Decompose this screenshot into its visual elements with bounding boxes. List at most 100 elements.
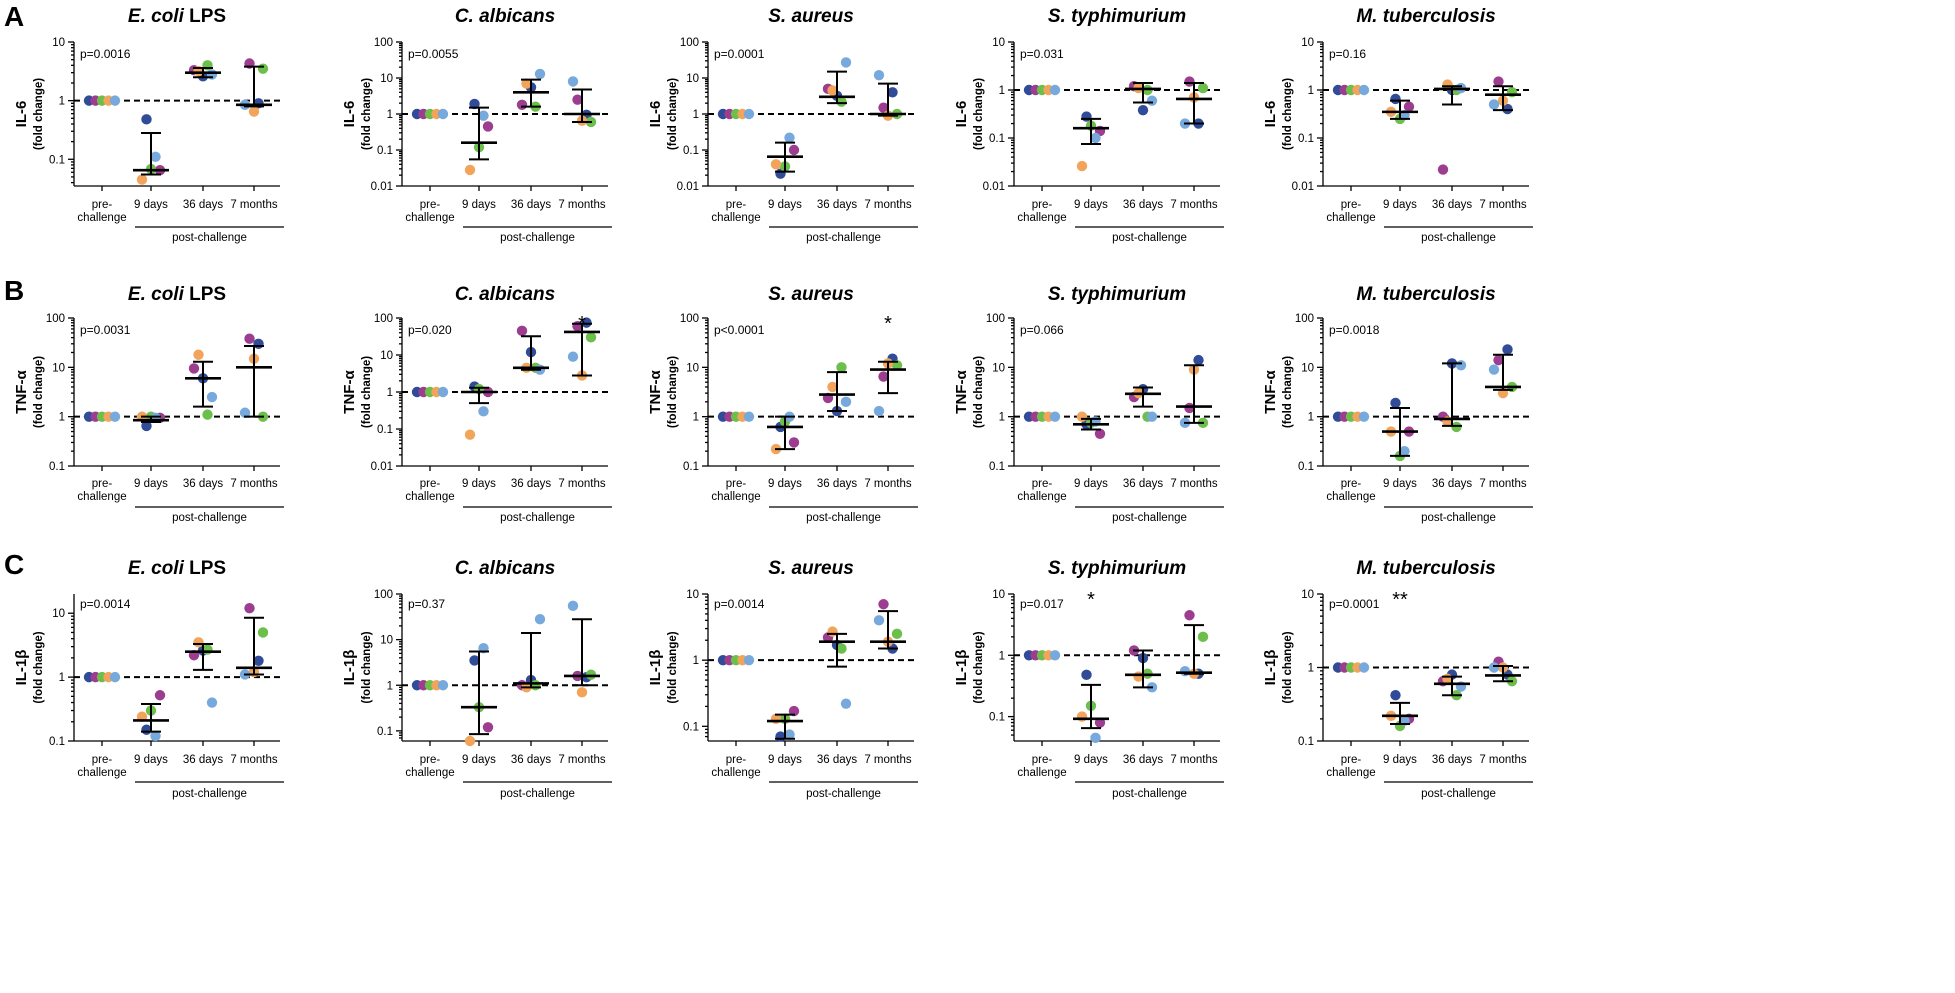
data-point-green — [257, 627, 269, 638]
data-point-purple — [788, 437, 800, 448]
data-point-lightblue — [567, 600, 579, 612]
data-point-lightblue — [206, 697, 218, 708]
data-point-lightblue — [784, 729, 795, 740]
data-point-purple — [516, 99, 528, 111]
data-point-green — [1197, 631, 1209, 643]
y-tick-label: 0.1 — [683, 721, 699, 733]
x-tick-label: 36 days — [511, 478, 552, 490]
x-tick-label: 9 days — [462, 199, 496, 211]
data-point-orange — [464, 429, 476, 440]
y-axis-unit: (fold change) — [667, 631, 679, 703]
panel-letter-c: C — [4, 549, 24, 580]
y-tick-label: 1 — [999, 650, 1005, 662]
x-tick-label: challenge — [1017, 212, 1066, 224]
post-challenge-label: post-challenge — [172, 232, 247, 244]
y-tick-label: 1 — [1308, 412, 1314, 424]
data-point-purple — [516, 325, 528, 337]
y-tick-label: 0.1 — [377, 424, 393, 436]
data-point-purple — [878, 599, 889, 610]
data-point-purple — [1094, 428, 1106, 439]
y-tick-label: 100 — [374, 37, 393, 49]
x-tick-label: pre- — [1032, 478, 1053, 490]
data-point-blue — [581, 317, 592, 328]
chart-title-organism: M. tuberculosis — [1356, 284, 1495, 305]
y-tick-label: 0.01 — [983, 181, 1005, 193]
y-tick-label: 1 — [693, 109, 699, 121]
post-challenge-label: post-challenge — [806, 232, 881, 244]
p-value: p=0.031 — [1020, 47, 1064, 61]
data-point-lightblue — [840, 396, 852, 408]
x-tick-label: pre- — [420, 478, 441, 490]
data-point-purple — [788, 144, 800, 156]
x-tick-label: 36 days — [511, 754, 552, 766]
y-axis-label: TNF-α — [1262, 370, 1279, 414]
x-tick-label: 9 days — [1383, 199, 1417, 211]
chart-title: E. coli LPS — [128, 284, 226, 305]
p-value: p=0.0014 — [80, 597, 131, 611]
y-axis-unit: (fold change) — [33, 78, 45, 150]
x-tick-label: challenge — [77, 212, 126, 224]
post-challenge-label: post-challenge — [1112, 788, 1187, 800]
y-axis-label: IL-6 — [13, 101, 30, 128]
data-point-lightblue — [840, 57, 852, 68]
y-tick-label: 100 — [1295, 313, 1314, 325]
x-tick-label: pre- — [92, 199, 113, 211]
p-value: p=0.0018 — [1329, 323, 1380, 337]
data-point-blue — [469, 98, 480, 110]
x-tick-label: 7 months — [864, 754, 912, 766]
y-tick-label: 10 — [52, 37, 65, 49]
x-tick-label: 7 months — [558, 754, 606, 766]
p-value: p<0.0001 — [714, 323, 765, 337]
x-tick-label: challenge — [1326, 767, 1375, 779]
chart-1-0: E. coli LPS TNF-α (fold change) 0.1 1 10 100 pr… — [13, 284, 284, 524]
y-tick-label: 1 — [59, 672, 65, 684]
data-point-green — [836, 643, 847, 654]
x-tick-label: 7 months — [1479, 754, 1527, 766]
y-tick-label: 100 — [46, 313, 65, 325]
data-point-lightblue — [478, 110, 489, 121]
x-tick-label: 9 days — [1383, 754, 1417, 766]
chart-title-organism: E. coli — [128, 558, 185, 579]
data-point-blue — [253, 655, 264, 667]
chart-title-suffix: LPS — [184, 284, 226, 305]
y-axis-unit: (fold change) — [33, 356, 45, 428]
chart-title-organism: S. typhimurium — [1048, 6, 1186, 27]
y-axis-unit: (fold change) — [667, 356, 679, 428]
chart-title-organism: S. typhimurium — [1048, 558, 1186, 579]
data-point-lightblue — [1358, 411, 1370, 422]
data-point-green — [836, 96, 847, 107]
y-axis-label: TNF-α — [341, 370, 358, 414]
p-value: p=0.0016 — [80, 47, 131, 61]
data-point-purple — [154, 690, 166, 701]
x-tick-label: pre- — [420, 199, 441, 211]
y-tick-label: 1 — [1308, 663, 1314, 675]
chart-title-organism: C. albicans — [455, 558, 555, 579]
data-point-purple — [1493, 76, 1504, 87]
y-tick-label: 100 — [680, 313, 699, 325]
chart-0-4: M. tuberculosis IL-6 (fold change) 0.01 0.1 1… — [1262, 6, 1533, 244]
y-axis-unit: (fold change) — [1282, 356, 1294, 428]
chart-title: S. aureus — [768, 558, 854, 579]
x-tick-label: 7 months — [1479, 478, 1527, 490]
p-value: p=0.066 — [1020, 323, 1064, 337]
data-point-purple — [878, 371, 889, 382]
chart-title-organism: E. coli — [128, 284, 185, 305]
y-tick-label: 1 — [59, 96, 65, 108]
x-tick-label: 7 months — [230, 754, 278, 766]
data-point-lightblue — [873, 405, 885, 417]
y-tick-label: 0.1 — [49, 154, 65, 166]
data-point-lightblue — [206, 391, 218, 403]
y-tick-label: 1 — [387, 109, 393, 121]
chart-0-3: S. typhimurium IL-6 (fold change) 0.01 0.1 1 1… — [953, 6, 1224, 244]
y-tick-label: 10 — [992, 589, 1005, 601]
y-axis-label: TNF-α — [647, 370, 664, 414]
x-tick-label: 36 days — [183, 478, 224, 490]
y-tick-label: 10 — [992, 362, 1005, 374]
x-tick-label: challenge — [405, 212, 454, 224]
data-point-lightblue — [1090, 132, 1101, 144]
chart-1-4: M. tuberculosis TNF-α (fold change) 0.1 1 10 1… — [1262, 284, 1533, 524]
data-point-lightblue — [1090, 732, 1101, 744]
data-point-purple — [188, 363, 200, 374]
y-tick-label: 0.01 — [1292, 181, 1314, 193]
chart-2-2: S. aureus IL-1β (fold change) 0.1 1 10 pre-cha… — [647, 558, 918, 800]
